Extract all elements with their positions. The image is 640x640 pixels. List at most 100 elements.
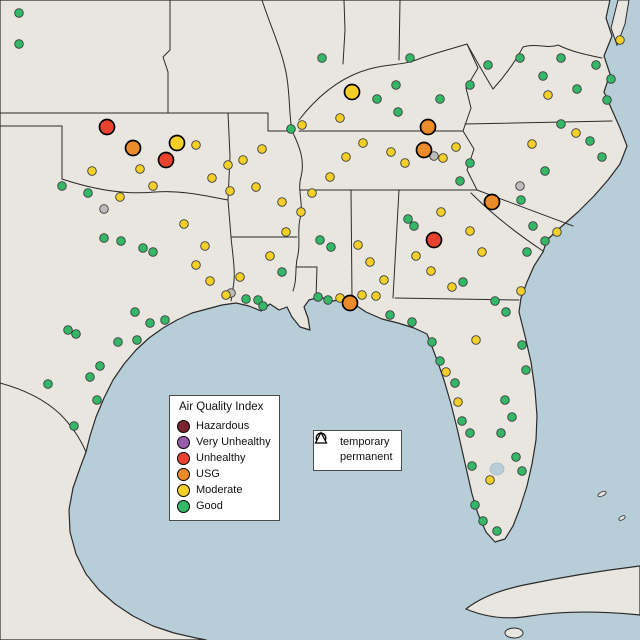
station-marker-good[interactable]: [597, 152, 607, 162]
station-marker-good[interactable]: [253, 295, 263, 305]
station-marker-moderate[interactable]: [357, 290, 367, 300]
station-marker-good[interactable]: [313, 292, 323, 302]
station-marker-good[interactable]: [14, 39, 24, 49]
station-marker-good[interactable]: [99, 233, 109, 243]
station-marker-good[interactable]: [478, 516, 488, 526]
station-marker-good[interactable]: [517, 466, 527, 476]
station-marker-good[interactable]: [465, 428, 475, 438]
station-marker-good[interactable]: [465, 158, 475, 168]
station-marker-good[interactable]: [511, 452, 521, 462]
station-marker-good[interactable]: [258, 301, 268, 311]
station-marker-moderate[interactable]: [365, 257, 375, 267]
station-marker-good[interactable]: [516, 195, 526, 205]
station-marker-good[interactable]: [385, 310, 395, 320]
station-marker-usg[interactable]: [483, 193, 501, 211]
station-marker-good[interactable]: [435, 94, 445, 104]
station-marker-good[interactable]: [540, 236, 550, 246]
station-marker-good[interactable]: [148, 247, 158, 257]
station-marker-moderate[interactable]: [296, 207, 306, 217]
station-marker-moderate[interactable]: [451, 142, 461, 152]
station-marker-good[interactable]: [407, 317, 417, 327]
station-marker-moderate[interactable]: [465, 226, 475, 236]
station-marker-good[interactable]: [455, 176, 465, 186]
station-marker-good[interactable]: [515, 53, 525, 63]
station-marker-moderate[interactable]: [191, 140, 201, 150]
station-marker-moderate[interactable]: [341, 152, 351, 162]
station-marker-moderate[interactable]: [307, 188, 317, 198]
station-marker-moderate[interactable]: [516, 286, 526, 296]
station-marker-good[interactable]: [500, 395, 510, 405]
station-marker-moderate[interactable]: [265, 251, 275, 261]
station-marker-moderate[interactable]: [527, 139, 537, 149]
station-marker-moderate[interactable]: [225, 186, 235, 196]
station-marker-moderate[interactable]: [191, 260, 201, 270]
station-marker-good[interactable]: [522, 247, 532, 257]
station-marker-moderate[interactable]: [386, 147, 396, 157]
station-marker-good[interactable]: [507, 412, 517, 422]
station-marker-good[interactable]: [391, 80, 401, 90]
station-marker-good[interactable]: [521, 365, 531, 375]
station-marker-good[interactable]: [317, 53, 327, 63]
station-marker-moderate[interactable]: [436, 207, 446, 217]
station-marker-moderate[interactable]: [325, 172, 335, 182]
station-marker-moderate[interactable]: [281, 227, 291, 237]
station-marker-good[interactable]: [572, 84, 582, 94]
station-marker-moderate[interactable]: [438, 153, 448, 163]
station-marker-moderate[interactable]: [148, 181, 158, 191]
station-marker-moderate[interactable]: [335, 113, 345, 123]
station-marker-good[interactable]: [602, 95, 612, 105]
station-marker-moderate[interactable]: [115, 192, 125, 202]
station-marker-moderate[interactable]: [353, 240, 363, 250]
station-marker-moderate[interactable]: [615, 35, 625, 45]
station-marker-moderate[interactable]: [543, 90, 553, 100]
station-marker-good[interactable]: [132, 335, 142, 345]
station-marker-good[interactable]: [71, 329, 81, 339]
station-marker-good[interactable]: [467, 461, 477, 471]
station-marker-moderate[interactable]: [453, 397, 463, 407]
station-marker-unhealthy[interactable]: [157, 151, 175, 169]
station-marker-good[interactable]: [160, 315, 170, 325]
station-marker-good[interactable]: [145, 318, 155, 328]
station-marker-good[interactable]: [241, 294, 251, 304]
station-marker-good[interactable]: [492, 526, 502, 536]
station-marker-moderate[interactable]: [477, 247, 487, 257]
station-marker-moderate[interactable]: [168, 134, 186, 152]
station-marker-moderate[interactable]: [277, 197, 287, 207]
station-marker-good[interactable]: [450, 378, 460, 388]
station-marker-usg[interactable]: [124, 139, 142, 157]
station-marker-moderate[interactable]: [426, 266, 436, 276]
station-marker-good[interactable]: [540, 166, 550, 176]
station-marker-good[interactable]: [606, 74, 616, 84]
station-marker-good[interactable]: [63, 325, 73, 335]
station-marker-good[interactable]: [517, 340, 527, 350]
station-marker-moderate[interactable]: [400, 158, 410, 168]
station-marker-unhealthy[interactable]: [425, 231, 443, 249]
station-marker-good[interactable]: [556, 53, 566, 63]
station-marker-good[interactable]: [528, 221, 538, 231]
station-marker-good[interactable]: [470, 500, 480, 510]
station-marker-missing[interactable]: [515, 181, 525, 191]
station-marker-good[interactable]: [83, 188, 93, 198]
station-marker-moderate[interactable]: [238, 155, 248, 165]
station-marker-good[interactable]: [585, 136, 595, 146]
station-marker-good[interactable]: [57, 181, 67, 191]
station-marker-moderate[interactable]: [297, 120, 307, 130]
station-marker-usg[interactable]: [415, 141, 433, 159]
station-marker-good[interactable]: [405, 53, 415, 63]
station-marker-moderate[interactable]: [251, 182, 261, 192]
station-marker-good[interactable]: [138, 243, 148, 253]
station-marker-good[interactable]: [14, 8, 24, 18]
station-marker-good[interactable]: [92, 395, 102, 405]
station-marker-good[interactable]: [116, 236, 126, 246]
station-marker-good[interactable]: [490, 296, 500, 306]
station-marker-good[interactable]: [403, 214, 413, 224]
station-marker-usg[interactable]: [341, 294, 359, 312]
station-marker-moderate[interactable]: [371, 291, 381, 301]
station-marker-good[interactable]: [435, 356, 445, 366]
station-marker-good[interactable]: [372, 94, 382, 104]
station-marker-moderate[interactable]: [200, 241, 210, 251]
station-marker-good[interactable]: [457, 416, 467, 426]
station-marker-good[interactable]: [95, 361, 105, 371]
station-marker-good[interactable]: [113, 337, 123, 347]
